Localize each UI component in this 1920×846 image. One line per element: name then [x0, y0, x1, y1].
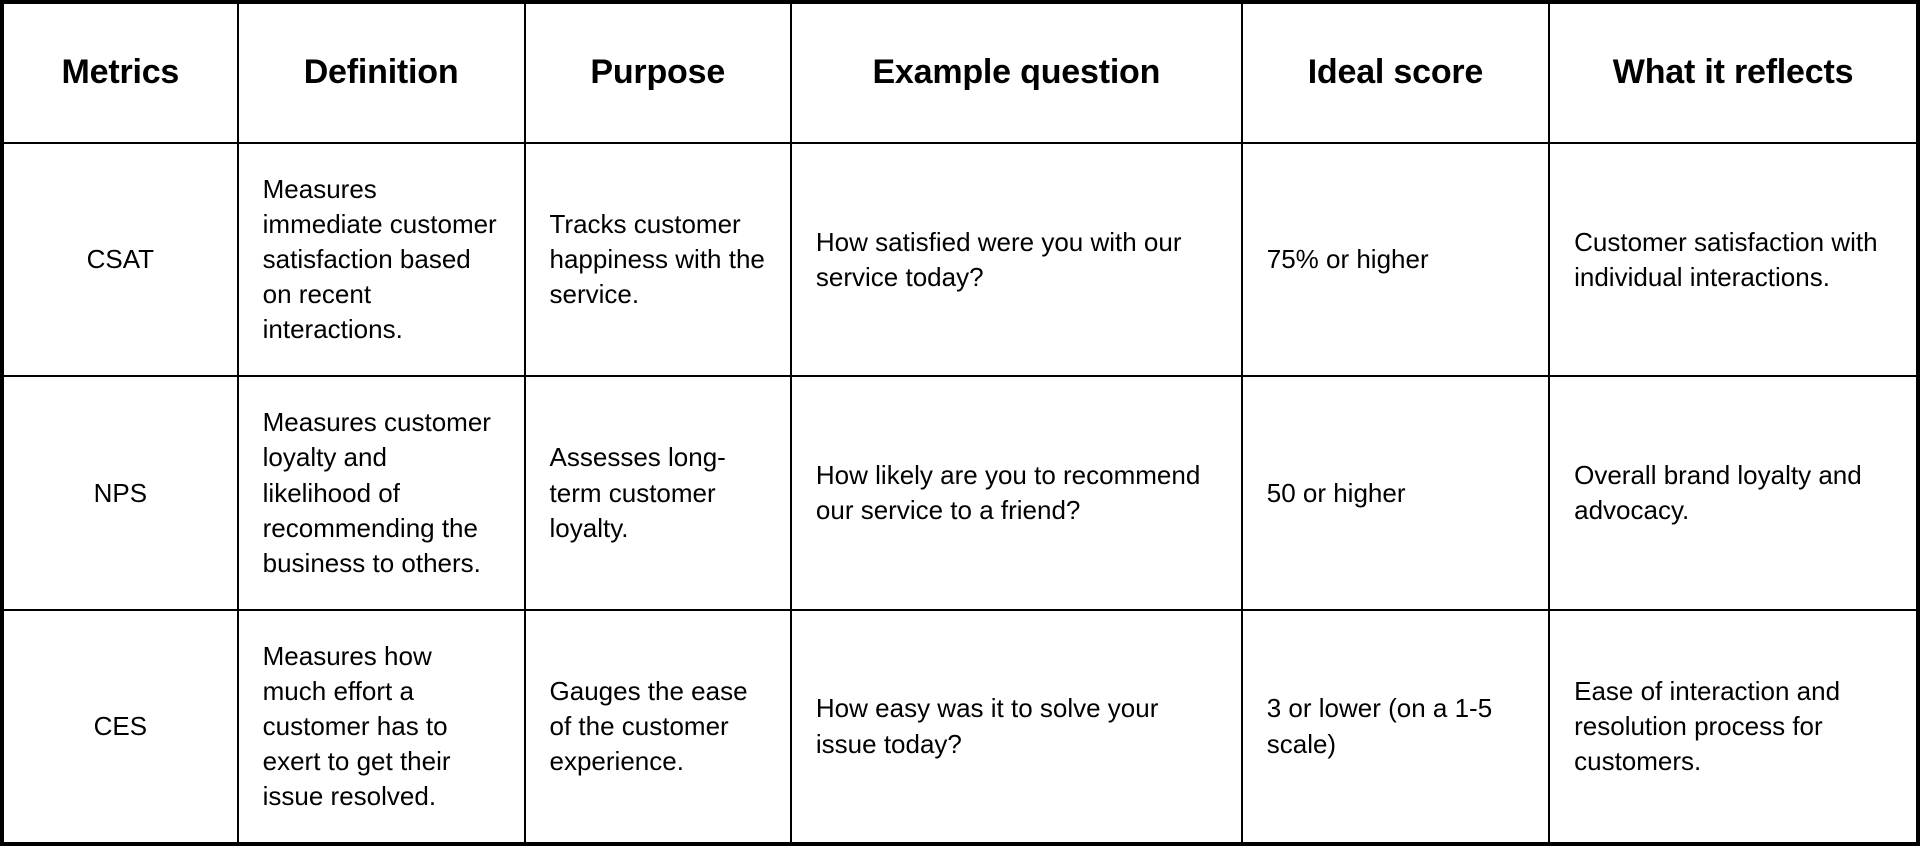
- cell-metric: CES: [2, 610, 238, 844]
- cell-reflects: Overall brand loyalty and advocacy.: [1549, 376, 1918, 609]
- cell-score: 50 or higher: [1242, 376, 1549, 609]
- cell-reflects: Customer satisfaction with individual in…: [1549, 143, 1918, 376]
- cell-purpose: Tracks customer happiness with the servi…: [525, 143, 791, 376]
- col-header-definition: Definition: [238, 2, 525, 143]
- metrics-table: Metrics Definition Purpose Example quest…: [0, 0, 1920, 846]
- cell-example: How easy was it to solve your issue toda…: [791, 610, 1242, 844]
- table-row: NPS Measures customer loyalty and likeli…: [2, 376, 1918, 609]
- table-row: CSAT Measures immediate customer satisfa…: [2, 143, 1918, 376]
- cell-score: 3 or lower (on a 1-5 scale): [1242, 610, 1549, 844]
- cell-definition: Measures immediate customer satisfaction…: [238, 143, 525, 376]
- col-header-purpose: Purpose: [525, 2, 791, 143]
- table-header: Metrics Definition Purpose Example quest…: [2, 2, 1918, 143]
- cell-definition: Measures customer loyalty and likelihood…: [238, 376, 525, 609]
- page-root: Metrics Definition Purpose Example quest…: [0, 0, 1920, 846]
- col-header-score: Ideal score: [1242, 2, 1549, 143]
- col-header-reflects: What it reflects: [1549, 2, 1918, 143]
- cell-reflects: Ease of interaction and resolution proce…: [1549, 610, 1918, 844]
- cell-metric: CSAT: [2, 143, 238, 376]
- table-body: CSAT Measures immediate customer satisfa…: [2, 143, 1918, 844]
- table-row: CES Measures how much effort a customer …: [2, 610, 1918, 844]
- cell-example: How satisfied were you with our service …: [791, 143, 1242, 376]
- col-header-example: Example question: [791, 2, 1242, 143]
- col-header-metrics: Metrics: [2, 2, 238, 143]
- table-header-row: Metrics Definition Purpose Example quest…: [2, 2, 1918, 143]
- cell-purpose: Assesses long-term customer loyalty.: [525, 376, 791, 609]
- cell-purpose: Gauges the ease of the customer experien…: [525, 610, 791, 844]
- cell-metric: NPS: [2, 376, 238, 609]
- cell-score: 75% or higher: [1242, 143, 1549, 376]
- cell-example: How likely are you to recommend our serv…: [791, 376, 1242, 609]
- cell-definition: Measures how much effort a customer has …: [238, 610, 525, 844]
